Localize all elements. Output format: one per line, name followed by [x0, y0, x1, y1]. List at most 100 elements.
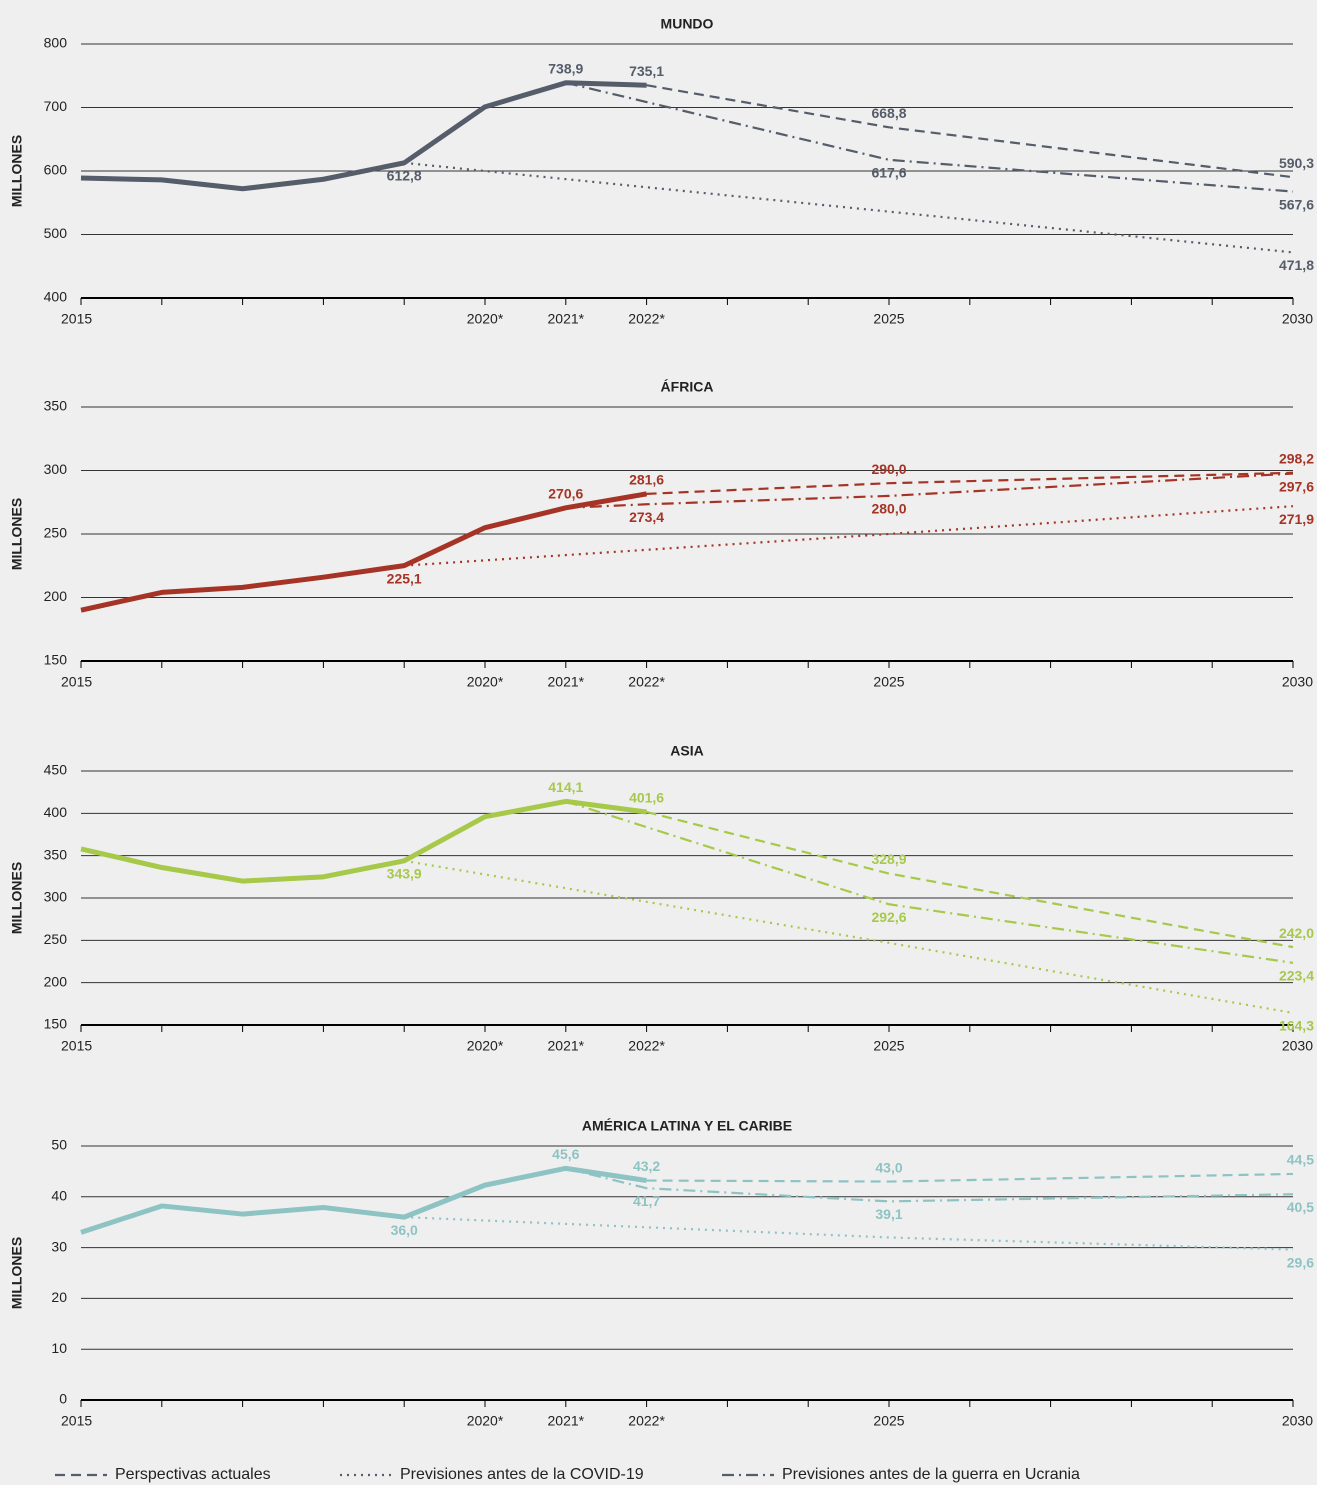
data-label: 43,0 — [875, 1159, 902, 1175]
series-line — [565, 81, 1294, 193]
x-tick-label: 2030 — [1282, 1413, 1313, 1429]
y-tick-label: 10 — [51, 1340, 67, 1356]
y-tick-label: 250 — [44, 931, 68, 947]
data-label: 343,9 — [387, 866, 422, 882]
x-tick-label: 2025 — [873, 311, 904, 327]
series-line — [565, 1167, 1294, 1203]
x-tick-label: 2015 — [61, 674, 92, 690]
series-line — [646, 471, 1294, 495]
legend-label: Previsiones antes de la COVID-19 — [400, 1466, 644, 1483]
y-tick-label: 20 — [51, 1289, 67, 1305]
data-label: 298,2 — [1279, 450, 1314, 466]
data-label: 164,3 — [1279, 1018, 1314, 1034]
y-tick-label: 0 — [59, 1391, 67, 1407]
y-axis-label: MILLONES — [9, 135, 25, 207]
y-tick-label: 350 — [44, 846, 68, 862]
data-label: 223,4 — [1279, 968, 1314, 984]
y-tick-label: 400 — [44, 289, 68, 305]
y-axis-label: MILLONES — [9, 862, 25, 934]
y-tick-label: 300 — [44, 889, 68, 905]
series-line — [80, 798, 647, 884]
data-label: 41,7 — [633, 1193, 660, 1209]
data-label: 281,6 — [629, 472, 664, 488]
series-line — [646, 84, 1294, 179]
y-tick-label: 450 — [44, 762, 68, 778]
series-line — [565, 472, 1294, 509]
y-tick-label: 400 — [44, 804, 68, 820]
data-label: 43,2 — [633, 1158, 660, 1174]
x-tick-label: 2020* — [467, 1038, 504, 1054]
data-label: 292,6 — [871, 909, 906, 925]
chart-title: ÁFRICA — [661, 379, 714, 395]
x-tick-label: 2015 — [61, 1038, 92, 1054]
y-tick-label: 350 — [44, 398, 68, 414]
data-label: 280,0 — [871, 501, 906, 517]
series-line — [646, 1172, 1294, 1183]
data-label: 567,6 — [1279, 196, 1314, 212]
legend-label: Perspectivas actuales — [115, 1466, 271, 1483]
x-tick-label: 2021* — [548, 1413, 585, 1429]
x-tick-label: 2030 — [1282, 1038, 1313, 1054]
data-label: 617,6 — [871, 165, 906, 181]
data-label: 735,1 — [629, 63, 664, 79]
data-label: 590,3 — [1279, 155, 1314, 171]
x-tick-label: 2022* — [628, 311, 665, 327]
data-label: 273,4 — [629, 509, 664, 525]
data-label: 668,8 — [871, 105, 906, 121]
series-line — [404, 1216, 1294, 1251]
data-label: 45,6 — [552, 1146, 579, 1162]
data-label: 414,1 — [548, 779, 583, 795]
x-tick-label: 2025 — [873, 1038, 904, 1054]
chart-title: AMÉRICA LATINA Y EL CARIBE — [582, 1118, 792, 1134]
series-line — [80, 1165, 647, 1235]
legend-label: Previsiones antes de la guerra en Ucrani… — [782, 1466, 1080, 1483]
data-label: 297,6 — [1279, 478, 1314, 494]
y-tick-label: 500 — [44, 225, 68, 241]
series-line — [80, 80, 647, 192]
chart-title: ASIA — [670, 743, 703, 759]
y-tick-label: 50 — [51, 1137, 67, 1153]
y-tick-label: 200 — [44, 973, 68, 989]
data-label: 29,6 — [1287, 1254, 1314, 1270]
series-line — [404, 505, 1294, 567]
data-label: 328,9 — [871, 851, 906, 867]
chart-title: MUNDO — [661, 16, 714, 32]
y-tick-label: 300 — [44, 461, 68, 477]
x-tick-label: 2022* — [628, 1038, 665, 1054]
x-tick-label: 2020* — [467, 1413, 504, 1429]
y-tick-label: 700 — [44, 98, 68, 114]
y-tick-label: 200 — [44, 588, 68, 604]
y-tick-label: 40 — [51, 1188, 67, 1204]
y-axis-label: MILLONES — [9, 498, 25, 570]
x-tick-label: 2030 — [1282, 674, 1313, 690]
y-axis-label: MILLONES — [9, 1237, 25, 1309]
series-line — [646, 810, 1294, 949]
x-tick-label: 2021* — [548, 1038, 585, 1054]
y-tick-label: 600 — [44, 162, 68, 178]
data-label: 242,0 — [1279, 925, 1314, 941]
series-line — [404, 161, 1294, 254]
y-tick-label: 250 — [44, 525, 68, 541]
y-tick-label: 800 — [44, 35, 68, 51]
data-label: 36,0 — [391, 1222, 418, 1238]
data-label: 471,8 — [1279, 257, 1314, 273]
x-tick-label: 2030 — [1282, 311, 1313, 327]
data-label: 738,9 — [548, 61, 583, 77]
data-label: 44,5 — [1287, 1152, 1314, 1168]
data-label: 40,5 — [1287, 1199, 1314, 1215]
data-label: 290,0 — [871, 461, 906, 477]
x-tick-label: 2015 — [61, 1413, 92, 1429]
data-label: 39,1 — [875, 1206, 902, 1222]
y-tick-label: 30 — [51, 1238, 67, 1254]
y-tick-label: 150 — [44, 1016, 68, 1032]
data-label: 270,6 — [548, 486, 583, 502]
x-tick-label: 2025 — [873, 1413, 904, 1429]
series-line — [565, 800, 1294, 964]
x-tick-label: 2015 — [61, 311, 92, 327]
data-label: 612,8 — [387, 168, 422, 184]
x-tick-label: 2025 — [873, 674, 904, 690]
x-tick-label: 2022* — [628, 674, 665, 690]
y-tick-label: 150 — [44, 652, 68, 668]
series-line — [404, 859, 1294, 1014]
